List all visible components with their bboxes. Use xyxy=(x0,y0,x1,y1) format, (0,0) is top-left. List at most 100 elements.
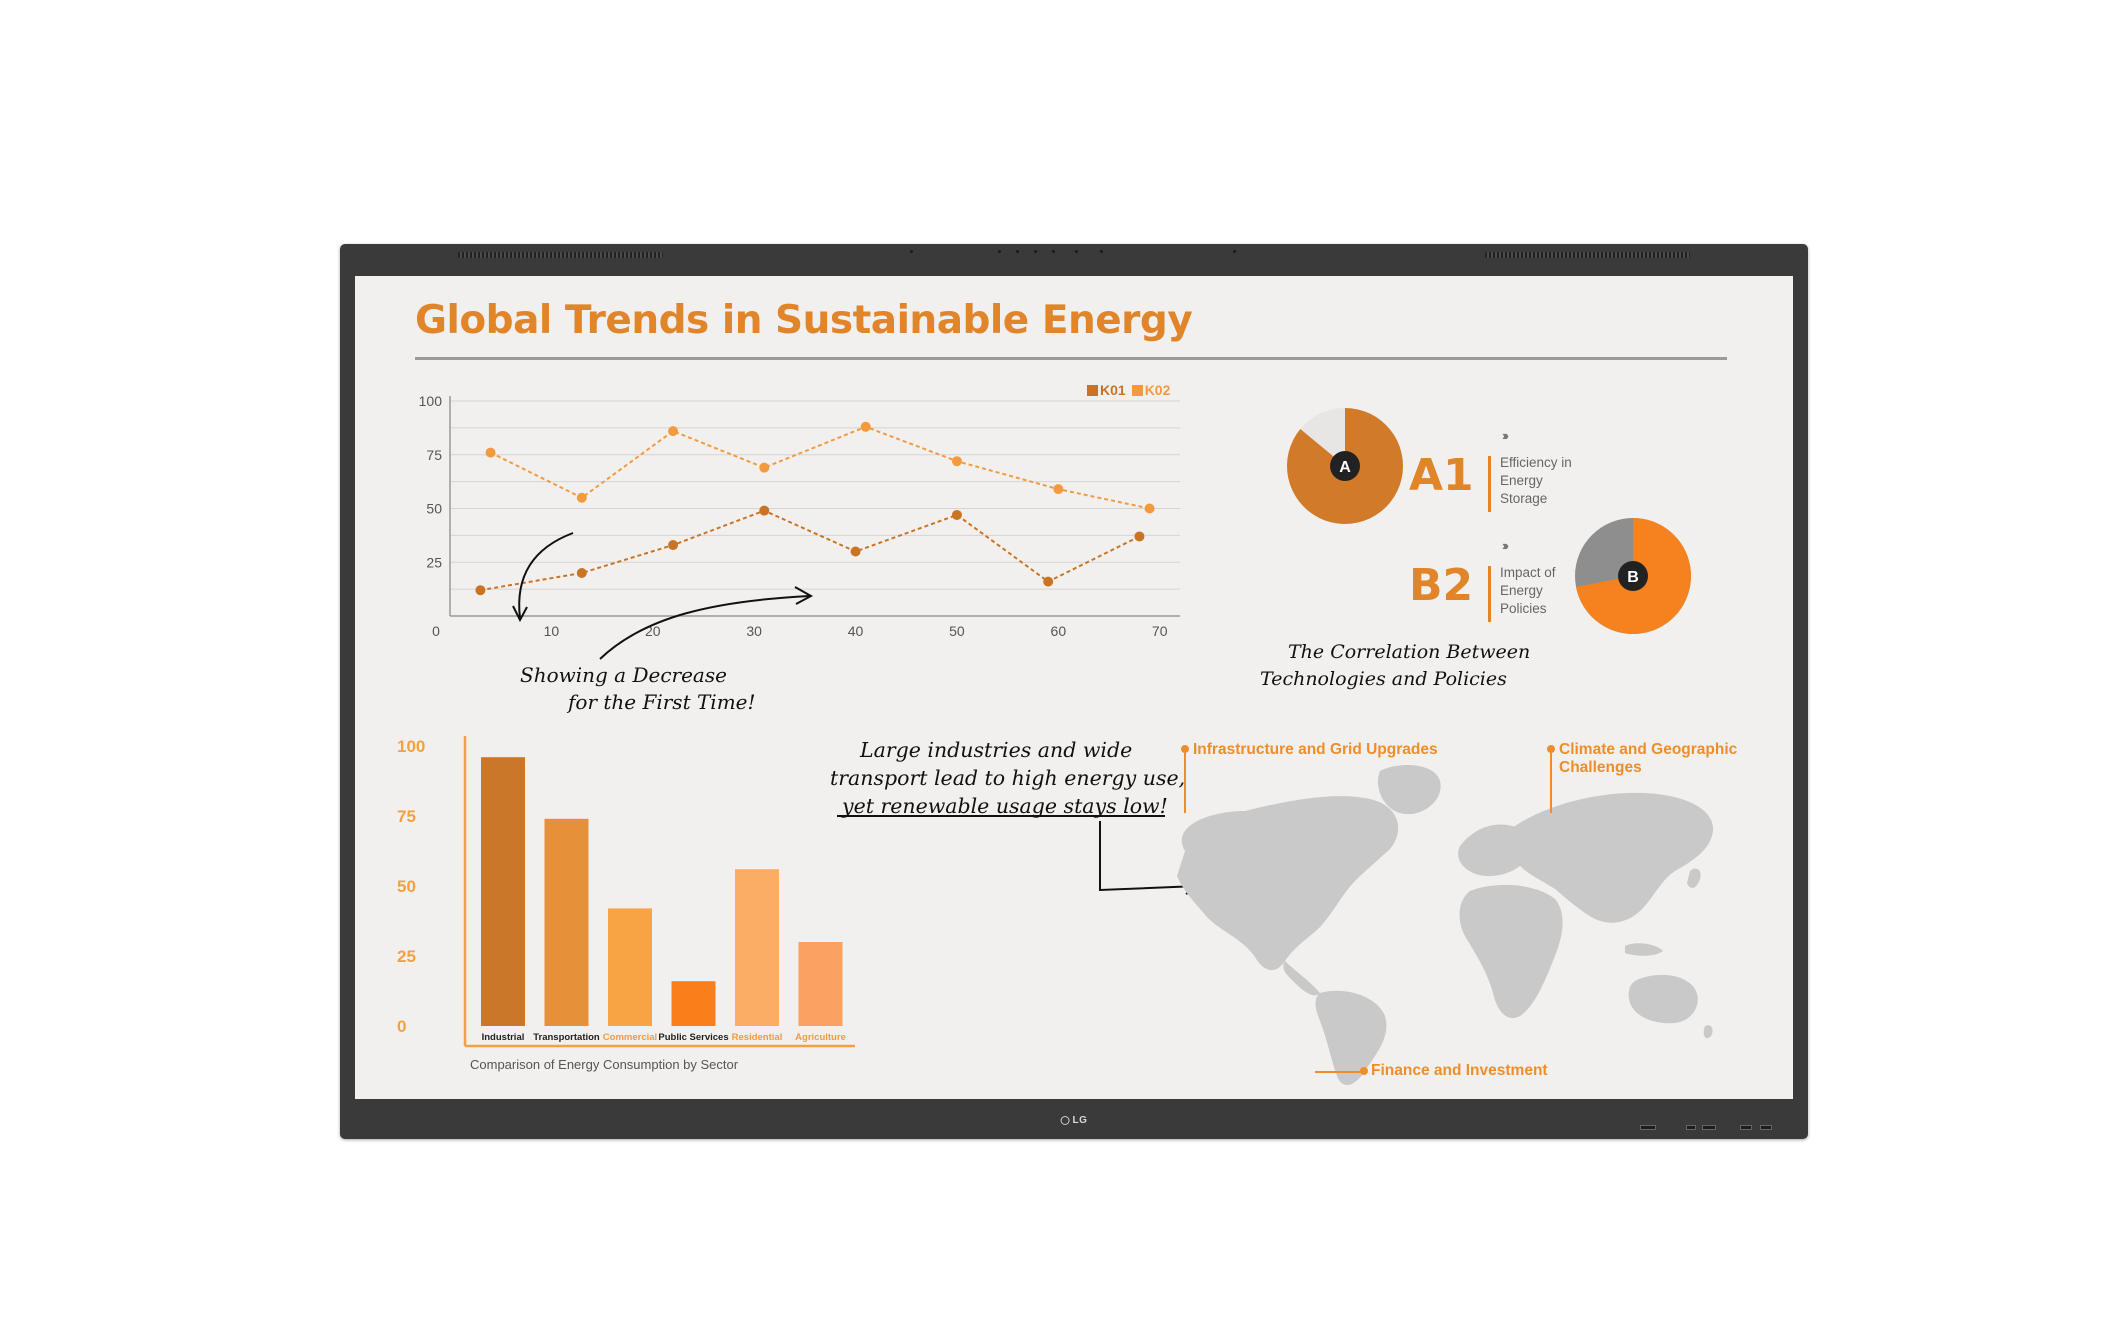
page-title: Global Trends in Sustainable Energy xyxy=(415,298,1193,343)
pie-description-a: Efficiency in Energy Storage xyxy=(1500,455,1572,506)
map-leader-line xyxy=(1550,753,1552,813)
bar-agriculture xyxy=(798,942,843,1026)
chevron-right-icon: ››› xyxy=(1502,428,1509,443)
bar-public-services xyxy=(671,981,716,1026)
curved-arrow xyxy=(599,595,810,660)
x-tick-label: 60 xyxy=(1051,623,1067,639)
sensor-dot xyxy=(1233,250,1236,253)
bar-chart: 0 25 50 75 100 Industrial Transportation Commer… xyxy=(397,736,855,1048)
continent-north-america xyxy=(1177,796,1399,971)
sensor-dot xyxy=(1016,250,1019,253)
usb-port[interactable] xyxy=(1760,1125,1772,1130)
data-point xyxy=(759,505,770,516)
speaker-grille-right xyxy=(1485,252,1690,258)
map-marker-dot xyxy=(1360,1067,1368,1075)
bar-residential xyxy=(735,869,779,1026)
pie-description-b: Impact of Energy Policies xyxy=(1500,565,1556,616)
y-tick-label: 25 xyxy=(426,554,442,570)
data-point xyxy=(576,568,587,578)
x-tick-label: 70 xyxy=(1152,623,1168,639)
legend-item-k02: K02 xyxy=(1131,382,1170,398)
data-point xyxy=(485,447,496,458)
category-label: Public Services xyxy=(658,1032,728,1043)
curved-arrow xyxy=(518,532,574,619)
title-divider xyxy=(415,357,1727,360)
y-tick-label: 25 xyxy=(397,947,416,966)
continent-central-america xyxy=(1283,961,1320,996)
map-leader-line xyxy=(1315,1071,1363,1073)
sensor-dot xyxy=(1100,250,1103,253)
bar-annotation-3: yet renewable usage stays low! xyxy=(842,794,1168,818)
y-tick-label: 75 xyxy=(426,447,442,463)
series-line-k01 xyxy=(480,509,1140,592)
data-point xyxy=(668,426,679,437)
data-point xyxy=(860,421,871,432)
presentation-screen: Global Trends in Sustainable Energy K01 … xyxy=(355,276,1793,1099)
data-point xyxy=(951,456,962,467)
display-monitor: Global Trends in Sustainable Energy K01 … xyxy=(340,244,1808,1139)
pie-code-b2: B2 xyxy=(1409,560,1474,611)
usb-port[interactable] xyxy=(1640,1125,1656,1130)
legend-label: K01 xyxy=(1100,382,1126,398)
bar-commercial xyxy=(608,908,652,1026)
line-annotation-1: Showing a Decrease xyxy=(520,663,727,687)
continent-australia xyxy=(1628,974,1698,1024)
data-point xyxy=(475,585,486,596)
pie-code-a1: A1 xyxy=(1409,450,1474,501)
category-label: Commercial xyxy=(603,1032,657,1043)
island-new-zealand xyxy=(1703,1025,1713,1039)
map-marker-dot xyxy=(1547,745,1555,753)
y-tick-label: 0 xyxy=(397,1017,406,1036)
pie-center-marker xyxy=(1618,561,1648,591)
sensor-dot xyxy=(1052,250,1055,253)
pie-divider xyxy=(1488,566,1491,622)
usb-port[interactable] xyxy=(1686,1125,1696,1130)
category-label: Industrial xyxy=(482,1032,525,1043)
sensor-dot xyxy=(910,250,913,253)
legend-swatch xyxy=(1131,384,1143,396)
line-annotation-2: for the First Time! xyxy=(568,690,756,714)
data-point xyxy=(668,540,679,551)
bar-industrial xyxy=(481,757,525,1026)
y-tick-label: 50 xyxy=(397,877,416,896)
x-tick-label: 30 xyxy=(746,623,762,639)
arrow-head xyxy=(794,586,814,605)
bar-annotation-2: transport lead to high energy use, xyxy=(830,766,1186,790)
sensor-dot xyxy=(998,250,1001,253)
series-line-k02 xyxy=(490,425,1150,510)
map-label-finance: Finance and Investment xyxy=(1371,1062,1548,1079)
arrow-head xyxy=(512,605,528,623)
map-label-infrastructure: Infrastructure and Grid Upgrades xyxy=(1193,741,1438,758)
data-point xyxy=(951,509,962,520)
data-point xyxy=(850,546,861,557)
continent-africa xyxy=(1459,884,1563,1019)
bar-transportation xyxy=(544,818,589,1026)
map-label-climate: Climate and Geographic Challenges xyxy=(1559,741,1738,776)
world-map xyxy=(1177,765,1714,1086)
data-point xyxy=(759,462,770,473)
y-tick-label: 100 xyxy=(419,393,443,409)
monitor-bottom-bezel: LG xyxy=(340,1109,1808,1139)
usb-port[interactable] xyxy=(1740,1125,1752,1130)
pie-center-marker xyxy=(1330,451,1360,481)
data-point xyxy=(1053,484,1064,495)
y-tick-label: 100 xyxy=(397,737,425,756)
bar-annotation-1: Large industries and wide xyxy=(860,738,1133,762)
map-leader-line xyxy=(1184,753,1186,813)
bar-chart-caption: Comparison of Energy Consumption by Sect… xyxy=(470,1057,739,1072)
elbow-arrow xyxy=(1099,821,1199,892)
x-tick-label: 40 xyxy=(848,623,864,639)
sensor-dot xyxy=(1075,250,1078,253)
data-point xyxy=(576,492,587,503)
legend-item-k01: K01 xyxy=(1087,382,1126,398)
data-point xyxy=(1043,576,1054,587)
correlation-note-1: The Correlation Between xyxy=(1288,641,1531,663)
data-point xyxy=(1134,531,1145,542)
continent-asia xyxy=(1510,792,1714,923)
correlation-note-2: Technologies and Policies xyxy=(1260,668,1507,690)
category-label: Agriculture xyxy=(795,1032,846,1043)
hdmi-port[interactable] xyxy=(1702,1125,1716,1130)
map-marker-dot xyxy=(1181,745,1189,753)
pie-marker-label: B xyxy=(1627,569,1639,586)
